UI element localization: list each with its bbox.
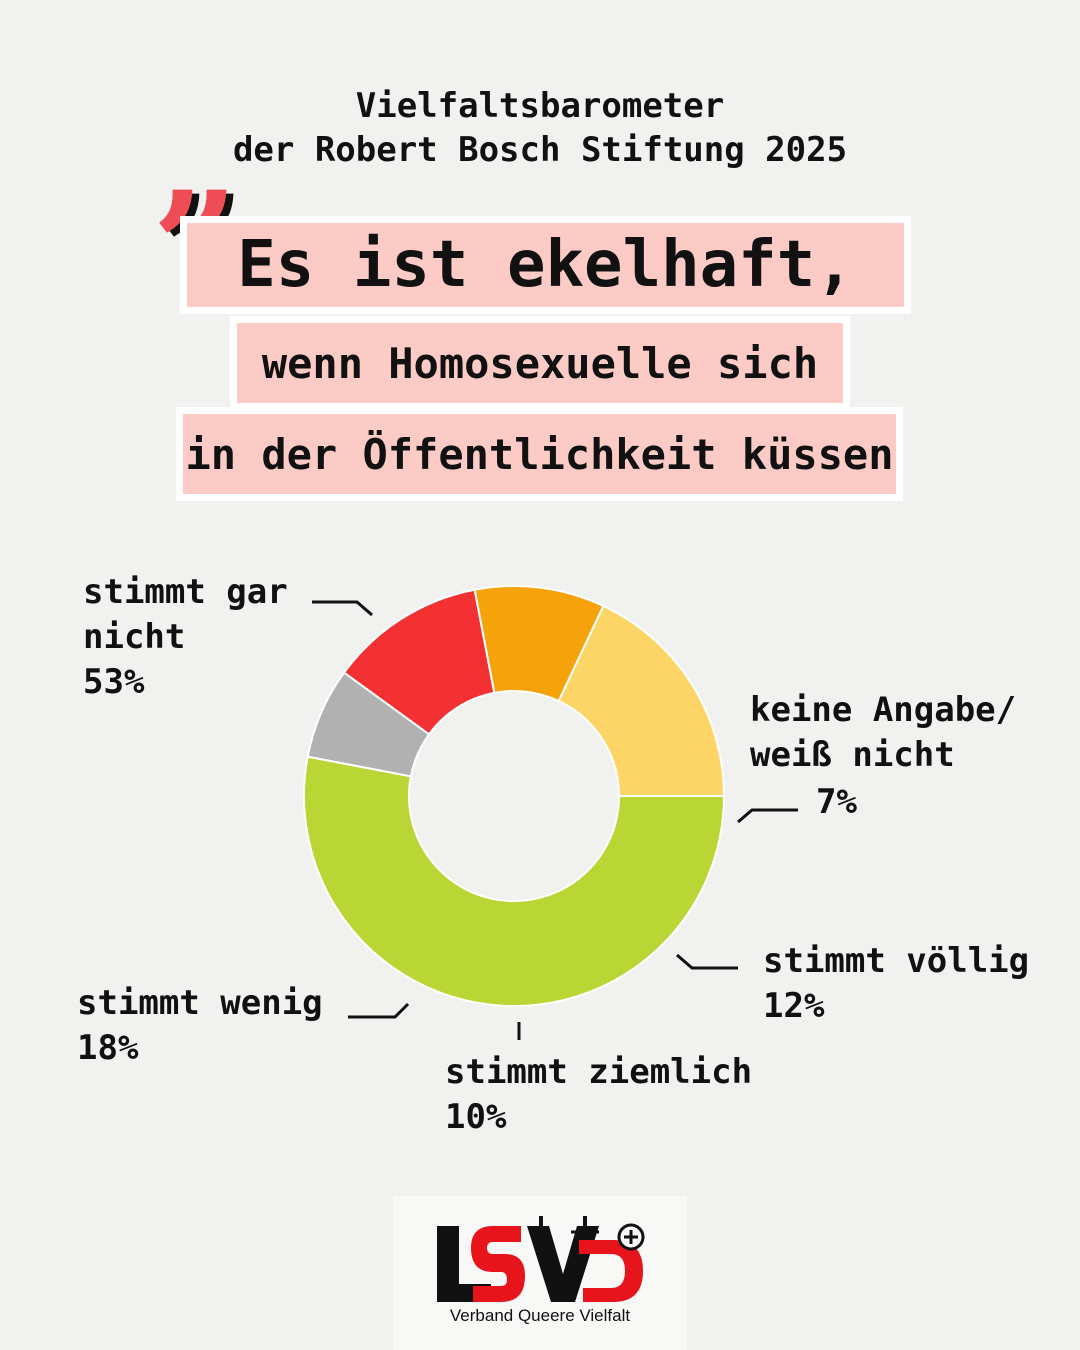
leader-line-stimmt-voellig [676, 953, 738, 970]
label-stimmt-gar-nicht-value: 53% [83, 662, 145, 702]
label-stimmt-ziemlich-value: 10% [445, 1097, 507, 1137]
label-keine-angabe-line-2: weiß nicht [750, 735, 955, 775]
label-keine-angabe: keine Angabe/ weiß nicht [750, 688, 1016, 778]
label-keine-angabe-line-1: keine Angabe/ [750, 690, 1017, 730]
quote-line-3: in der Öffentlichkeit küssen [176, 407, 903, 501]
label-stimmt-voellig-line-1: stimmt völlig [763, 941, 1030, 981]
label-stimmt-voellig-value: 12% [763, 986, 825, 1026]
quote-line-2: wenn Homosexuelle sich [230, 316, 850, 410]
donut-slice-stimmt-wenig [557, 604, 726, 797]
lsvd-logo: Verband Queere Vielfalt [393, 1196, 687, 1350]
leader-line-stimmt-gar-nicht [312, 600, 373, 617]
label-keine-angabe-value: 7% [816, 782, 857, 822]
label-stimmt-gar-nicht: stimmt gar nicht 53% [83, 570, 288, 705]
label-stimmt-gar-nicht-line-2: nicht [83, 617, 186, 657]
leader-line-stimmt-wenig [348, 1002, 410, 1019]
quote-line-3-text: in der Öffentlichkeit küssen [185, 429, 894, 479]
subtitle-line-1: Vielfaltsbarometer [355, 86, 725, 126]
label-stimmt-ziemlich: stimmt ziemlich 10% [445, 1050, 752, 1140]
label-stimmt-ziemlich-line-1: stimmt ziemlich [445, 1052, 753, 1092]
quote-line-2-text: wenn Homosexuelle sich [261, 338, 819, 388]
logo-tagline: Verband Queere Vielfalt [449, 1306, 631, 1325]
leader-line-keine-angabe [737, 808, 798, 824]
donut-slice-stimmt-gar-nicht [303, 755, 726, 1007]
subtitle-line-2: der Robert Bosch Stiftung 2025 [232, 130, 848, 170]
label-stimmt-wenig: stimmt wenig 18% [77, 981, 323, 1071]
label-stimmt-voellig: stimmt völlig 12% [763, 939, 1029, 1029]
lsvd-logo-mark-icon [437, 1216, 645, 1302]
label-stimmt-wenig-value: 18% [77, 1028, 139, 1068]
label-stimmt-gar-nicht-line-1: stimmt gar [83, 572, 288, 612]
quote-line-1: Es ist ekelhaft, [180, 216, 911, 314]
quote-line-1-text: Es ist ekelhaft, [237, 228, 854, 302]
chart-subtitle: Vielfaltsbarometer der Robert Bosch Stif… [0, 84, 1080, 172]
label-stimmt-wenig-line-1: stimmt wenig [77, 983, 323, 1023]
